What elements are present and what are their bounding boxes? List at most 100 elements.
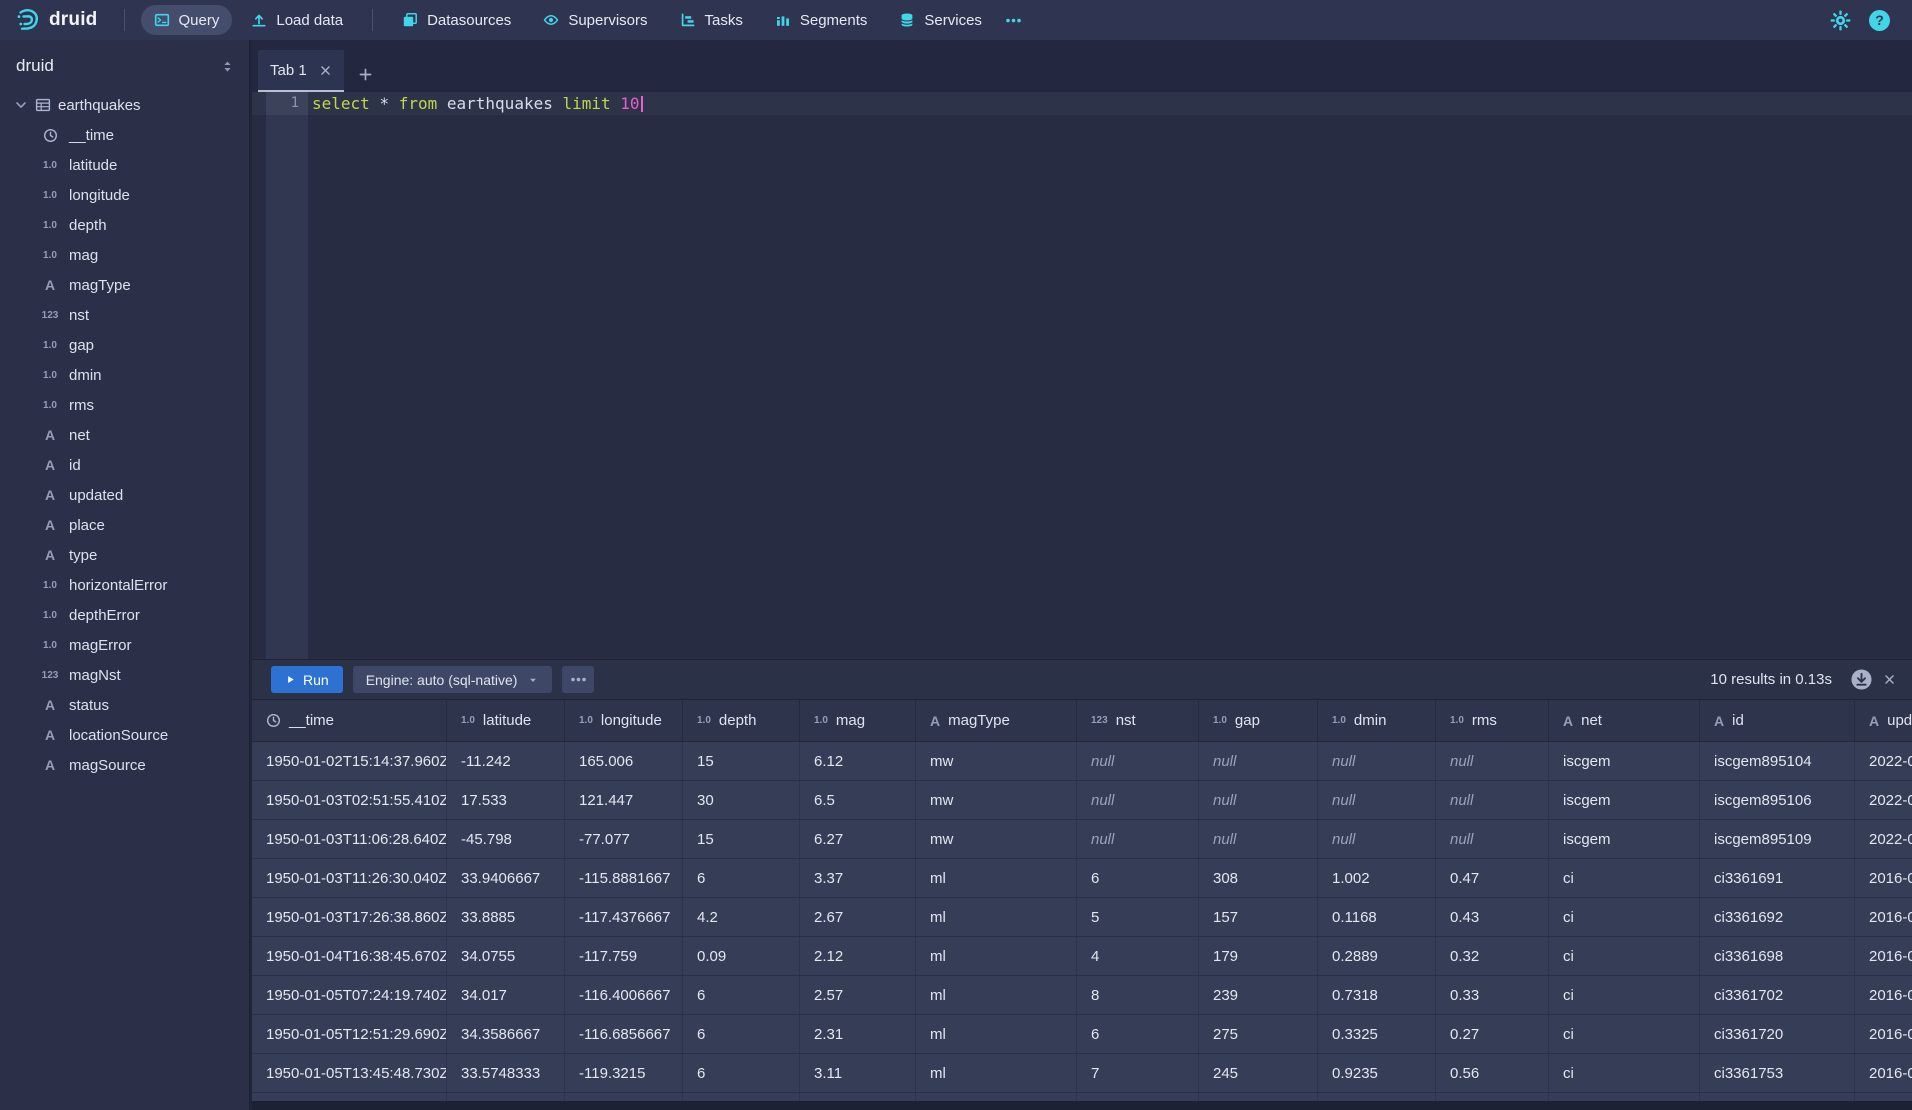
- table-cell[interactable]: 0.27: [1436, 1015, 1549, 1053]
- table-cell[interactable]: -11.242: [447, 742, 565, 780]
- table-cell[interactable]: 6: [683, 859, 800, 897]
- table-cell[interactable]: 2022-0: [1855, 820, 1912, 858]
- table-cell[interactable]: 33.5748333: [447, 1054, 565, 1092]
- table-cell[interactable]: ci: [1549, 859, 1700, 897]
- table-cell[interactable]: 30: [683, 781, 800, 819]
- engine-select[interactable]: Engine: auto (sql-native): [353, 666, 553, 693]
- sidebar-column-net[interactable]: Anet: [0, 420, 249, 450]
- table-cell[interactable]: ml: [916, 898, 1077, 936]
- sidebar-column-magError[interactable]: 1.0magError: [0, 630, 249, 660]
- nav-item-datasources[interactable]: Datasources: [389, 5, 524, 35]
- table-cell[interactable]: 1950-01-04T16:38:45.670Z: [252, 937, 447, 975]
- column-header-mag[interactable]: 1.0mag: [800, 700, 916, 741]
- table-cell[interactable]: ci3361720: [1700, 1015, 1855, 1053]
- table-cell[interactable]: 15: [683, 820, 800, 858]
- table-cell[interactable]: null: [1318, 742, 1436, 780]
- column-header-id[interactable]: Aid: [1700, 700, 1855, 741]
- table-cell[interactable]: 0.47: [1436, 859, 1549, 897]
- table-cell[interactable]: 4.2: [683, 898, 800, 936]
- table-cell[interactable]: 6.5: [800, 781, 916, 819]
- column-header-rms[interactable]: 1.0rms: [1436, 700, 1549, 741]
- table-cell[interactable]: null: [1077, 781, 1199, 819]
- table-cell[interactable]: null: [1436, 781, 1549, 819]
- table-cell[interactable]: 1950-01-05T13:45:48.730Z: [252, 1054, 447, 1092]
- table-cell[interactable]: mw: [916, 742, 1077, 780]
- table-cell[interactable]: ml: [916, 937, 1077, 975]
- sidebar-column-type[interactable]: Atype: [0, 540, 249, 570]
- tab-tab1[interactable]: Tab 1: [258, 50, 344, 92]
- sidebar-column-horizontalError[interactable]: 1.0horizontalError: [0, 570, 249, 600]
- nav-more-button[interactable]: [995, 8, 1032, 33]
- table-cell[interactable]: 2.67: [800, 898, 916, 936]
- table-cell[interactable]: 6: [683, 976, 800, 1014]
- table-cell[interactable]: ml: [916, 1015, 1077, 1053]
- table-cell[interactable]: mw: [916, 781, 1077, 819]
- sidebar-column-magType[interactable]: AmagType: [0, 270, 249, 300]
- table-cell[interactable]: 0.09: [683, 937, 800, 975]
- table-cell[interactable]: -77.077: [565, 820, 683, 858]
- table-cell[interactable]: -119.3215: [565, 1054, 683, 1092]
- table-cell[interactable]: ml: [916, 976, 1077, 1014]
- table-cell[interactable]: 6: [1077, 859, 1199, 897]
- table-cell[interactable]: 34.0755: [447, 937, 565, 975]
- table-cell[interactable]: 2022-0: [1855, 742, 1912, 780]
- table-cell[interactable]: null: [1436, 742, 1549, 780]
- sidebar-item-earthquakes[interactable]: earthquakes: [0, 90, 249, 120]
- sidebar-column-place[interactable]: Aplace: [0, 510, 249, 540]
- table-cell[interactable]: 2016-0: [1855, 976, 1912, 1014]
- table-cell[interactable]: iscgem: [1549, 742, 1700, 780]
- sidebar-column-depthError[interactable]: 1.0depthError: [0, 600, 249, 630]
- sidebar-column-latitude[interactable]: 1.0latitude: [0, 150, 249, 180]
- table-cell[interactable]: ml: [916, 859, 1077, 897]
- sidebar-column-magNst[interactable]: 123magNst: [0, 660, 249, 690]
- table-cell[interactable]: 5: [1077, 898, 1199, 936]
- table-cell[interactable]: 17.533: [447, 781, 565, 819]
- table-cell[interactable]: 308: [1199, 859, 1318, 897]
- column-header-magType[interactable]: AmagType: [916, 700, 1077, 741]
- table-cell[interactable]: 0.1168: [1318, 898, 1436, 936]
- table-cell[interactable]: -117.759: [565, 937, 683, 975]
- table-cell[interactable]: 275: [1199, 1015, 1318, 1053]
- table-cell[interactable]: 8: [1077, 976, 1199, 1014]
- table-cell[interactable]: 1950-01-03T11:06:28.640Z: [252, 820, 447, 858]
- help-button[interactable]: ?: [1869, 10, 1890, 31]
- table-cell[interactable]: 2016-0: [1855, 898, 1912, 936]
- table-cell[interactable]: ci: [1549, 898, 1700, 936]
- table-cell[interactable]: iscgem: [1549, 781, 1700, 819]
- table-cell[interactable]: ml: [916, 1054, 1077, 1092]
- druid-logo[interactable]: druid: [14, 7, 98, 33]
- table-cell[interactable]: -45.798: [447, 820, 565, 858]
- nav-item-supervisors[interactable]: Supervisors: [530, 5, 660, 35]
- table-cell[interactable]: 1950-01-05T07:24:19.740Z: [252, 976, 447, 1014]
- table-cell[interactable]: iscgem895106: [1700, 781, 1855, 819]
- table-cell[interactable]: 33.8885: [447, 898, 565, 936]
- table-cell[interactable]: 239: [1199, 976, 1318, 1014]
- table-cell[interactable]: 15: [683, 742, 800, 780]
- column-header-upd[interactable]: Aupd: [1855, 700, 1912, 741]
- table-cell[interactable]: 1.002: [1318, 859, 1436, 897]
- table-cell[interactable]: 0.43: [1436, 898, 1549, 936]
- table-cell[interactable]: 4: [1077, 937, 1199, 975]
- table-cell[interactable]: 2016-0: [1855, 1054, 1912, 1092]
- table-cell[interactable]: 0.2889: [1318, 937, 1436, 975]
- table-cell[interactable]: 157: [1199, 898, 1318, 936]
- table-cell[interactable]: ci3361702: [1700, 976, 1855, 1014]
- sidebar-column-magSource[interactable]: AmagSource: [0, 750, 249, 780]
- table-cell[interactable]: 33.9406667: [447, 859, 565, 897]
- nav-item-services[interactable]: Services: [886, 5, 995, 35]
- table-cell[interactable]: iscgem: [1549, 820, 1700, 858]
- table-cell[interactable]: 34.3586667: [447, 1015, 565, 1053]
- column-header-net[interactable]: Anet: [1549, 700, 1700, 741]
- table-cell[interactable]: null: [1318, 820, 1436, 858]
- table-cell[interactable]: 0.9235: [1318, 1054, 1436, 1092]
- table-cell[interactable]: 0.3325: [1318, 1015, 1436, 1053]
- table-cell[interactable]: 245: [1199, 1054, 1318, 1092]
- table-cell[interactable]: ci: [1549, 1015, 1700, 1053]
- table-cell[interactable]: 1950-01-03T11:26:30.040Z: [252, 859, 447, 897]
- column-header-nst[interactable]: 123nst: [1077, 700, 1199, 741]
- add-tab-button[interactable]: [358, 67, 373, 82]
- table-cell[interactable]: 2016-0: [1855, 1015, 1912, 1053]
- nav-item-load-data[interactable]: Load data: [238, 5, 356, 35]
- table-cell[interactable]: mw: [916, 820, 1077, 858]
- table-cell[interactable]: 6.27: [800, 820, 916, 858]
